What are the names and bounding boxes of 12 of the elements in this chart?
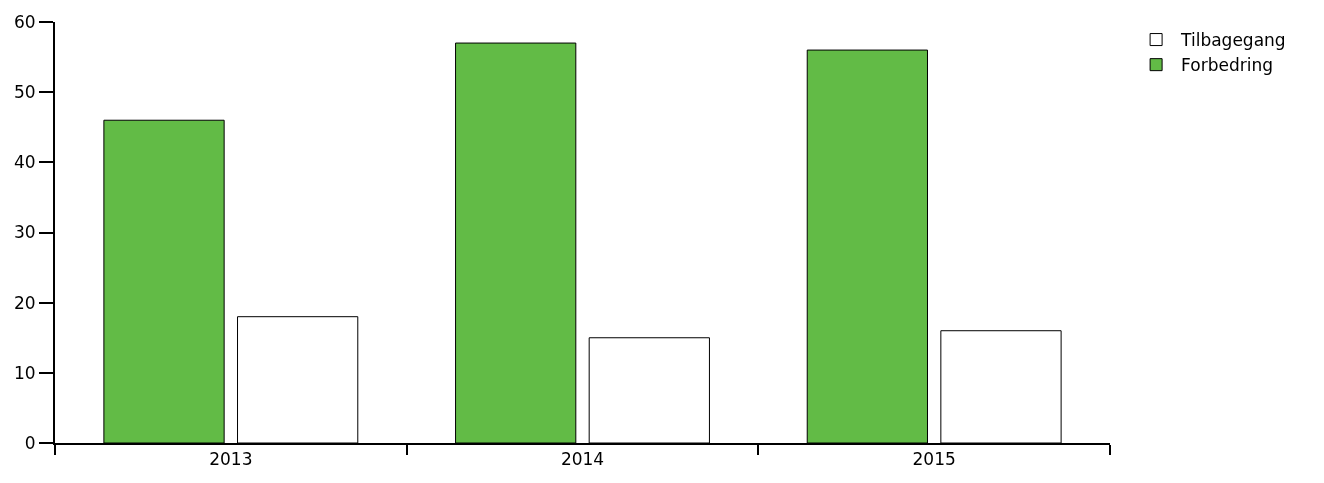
y-tick-label: 60 — [13, 11, 36, 32]
legend-label: Forbedring — [1181, 55, 1273, 76]
y-tick-label: 50 — [13, 82, 36, 103]
y-tick-label: 40 — [13, 152, 36, 173]
y-tick-label: 0 — [24, 432, 36, 453]
x-tick-label: 2013 — [209, 449, 253, 470]
y-tick-label: 20 — [13, 292, 36, 313]
y-tick-label: 30 — [13, 222, 36, 243]
x-tick-label: 2014 — [560, 449, 605, 470]
legend-label: Tilbagegang — [1180, 30, 1286, 51]
x-tick-label: 2015 — [912, 449, 956, 470]
y-tick-label: 10 — [13, 362, 36, 383]
